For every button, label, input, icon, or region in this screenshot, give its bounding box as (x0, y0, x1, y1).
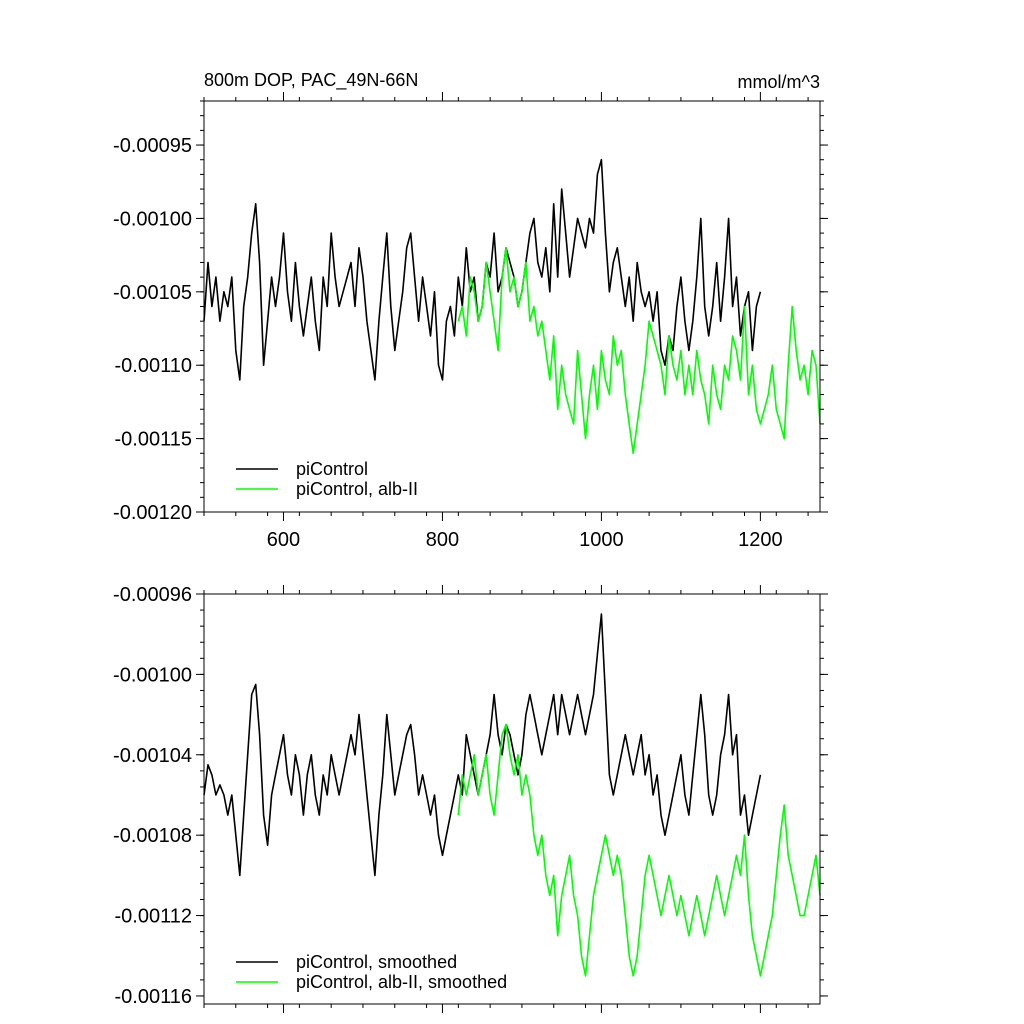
x-tick-label: 1000 (579, 529, 624, 551)
series-line-2 (457, 247, 821, 455)
y-tick-label: -0.00115 (115, 429, 192, 451)
y-tick-label: -0.00100 (113, 208, 192, 230)
y-tick-label: -0.00116 (115, 986, 192, 1008)
y-tick-label: -0.00110 (115, 355, 192, 377)
bottom-panel: -0.00096 -0.00100 -0.00104 -0.00108 -0.00112… (113, 584, 828, 1013)
chart-title: 800m DOP, PAC_49N-66N (204, 70, 418, 91)
x-tick-label: 800 (426, 529, 459, 551)
x-tick-label: 600 (267, 529, 300, 551)
units-label: mmol/m^3 (738, 72, 820, 92)
y-tick-label: -0.00120 (113, 502, 192, 524)
x-tick-label: 1200 (738, 529, 783, 551)
legend-label: piControl, smoothed (296, 952, 457, 972)
y-tick-label: -0.00108 (113, 825, 192, 847)
legend-label: piControl, alb-II, smoothed (296, 972, 507, 992)
series-line-2 (457, 723, 821, 977)
y-tick-label: -0.00112 (115, 906, 192, 928)
y-tick-label: -0.00100 (113, 664, 192, 686)
y-tick-label: -0.00105 (113, 282, 192, 304)
legend-label: piControl, alb-II (296, 479, 418, 499)
series-line-1 (203, 613, 762, 877)
plot-frame (203, 593, 821, 1005)
plot-frame (203, 100, 821, 513)
series-line-1 (203, 158, 762, 381)
y-tick-label: -0.00104 (113, 745, 192, 767)
legend-label: piControl (296, 459, 368, 479)
y-tick-label: -0.00095 (113, 135, 192, 157)
top-panel: -0.00095 -0.00100 -0.00105 -0.00110 -0.00115… (113, 92, 828, 551)
y-tick-label: -0.00096 (113, 584, 192, 606)
